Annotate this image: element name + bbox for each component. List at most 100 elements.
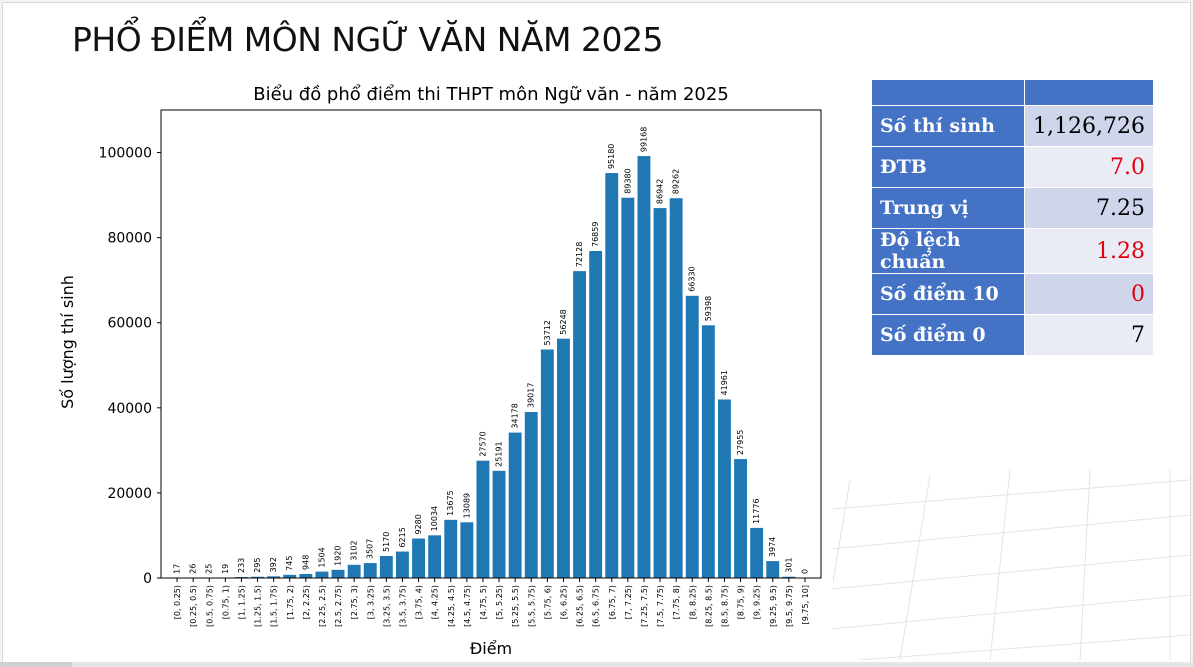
bar: [267, 576, 281, 578]
bar: [508, 432, 522, 578]
bar-value-label: 26: [189, 564, 198, 574]
bar: [363, 563, 377, 578]
bar-value-label: 392: [269, 557, 278, 572]
bar: [283, 574, 297, 578]
bar-value-label: 41961: [720, 370, 729, 395]
stats-value: 1,126,726: [1024, 105, 1154, 147]
chart-title: Biểu đồ phổ điểm thi THPT môn Ngữ văn - …: [253, 84, 729, 105]
y-axis-label: Số lượng thí sinh: [58, 275, 77, 409]
y-tick-label: 80000: [107, 231, 152, 247]
chart-svg: Biểu đồ phổ điểm thi THPT môn Ngữ văn - …: [58, 84, 822, 658]
bar-value-label: 25: [205, 564, 214, 574]
bar-value-label: 295: [253, 557, 262, 572]
bar: [331, 569, 345, 578]
x-tick-label: [3, 3.25): [366, 585, 375, 619]
bar-value-label: 11776: [752, 498, 761, 523]
bar: [782, 576, 796, 578]
bars-layer: 17 26 25 19 233 295 392 745 948 1504 1920 3102 3507 5…: [170, 127, 809, 579]
bar: [573, 271, 586, 578]
x-tick-label: [3.25, 3.5): [382, 585, 391, 627]
bar-value-label: 34178: [511, 403, 520, 428]
bar: [589, 250, 603, 579]
x-tick-label: [7.75, 8): [672, 585, 681, 619]
stats-table: Số thí sinh 1,126,726 ĐTB 7.0 Trung vị 7…: [870, 79, 1154, 356]
y-tick-label: 20000: [107, 486, 152, 502]
window-bottom-bar: [0, 662, 1193, 667]
stats-row-perfect-scores: Số điểm 10 0: [870, 273, 1154, 315]
stats-label: Số điểm 10: [870, 273, 1026, 315]
bar: [605, 173, 619, 578]
bar-value-label: 233: [237, 558, 246, 573]
axes-layer: [0, 0.25) [0.25, 0.5) [0.5, 0.75) [0.75, 1)…: [99, 109, 822, 627]
x-tick-label: [6.25, 6.5): [576, 585, 585, 627]
bar-value-label: 99168: [639, 127, 648, 152]
bar: [701, 325, 715, 578]
x-tick-label: [2.25, 2.5): [318, 585, 327, 627]
x-tick-label: [6, 6.25): [559, 585, 568, 619]
bar: [347, 564, 361, 578]
x-tick-label: [9, 9.25): [753, 585, 762, 619]
bar: [653, 208, 667, 578]
bar-value-label: 6215: [398, 527, 407, 547]
x-tick-label: [9.5, 9.75): [785, 585, 794, 627]
bar: [685, 295, 699, 578]
x-tick-label: [4.5, 4.75): [463, 585, 472, 627]
x-tick-label: [4.25, 4.5): [447, 585, 456, 627]
x-tick-label: [5.75, 6): [543, 585, 552, 619]
x-tick-label: [2.5, 2.75): [334, 585, 343, 627]
bar-value-label: 3974: [768, 537, 777, 557]
x-tick-label: [5.25, 5.5): [511, 585, 520, 627]
stats-row-zero-scores: Số điểm 0 7: [870, 314, 1154, 356]
bar: [766, 561, 780, 578]
bar: [315, 571, 329, 578]
stats-value: 1.28: [1024, 228, 1154, 274]
bar-value-label: 1504: [317, 547, 326, 567]
bar-value-label: 3102: [350, 540, 359, 560]
stats-row-std-dev: Độ lệch chuẩn 1.28: [870, 228, 1154, 274]
x-tick-label: [7.5, 7.75): [656, 585, 665, 627]
x-tick-label: [2, 2.25): [302, 585, 311, 619]
bar: [460, 522, 474, 578]
bar: [557, 338, 570, 578]
bar-value-label: 9280: [414, 514, 423, 534]
stats-label: Độ lệch chuẩn: [870, 228, 1026, 274]
bar-value-label: 301: [784, 557, 793, 572]
bar: [718, 399, 731, 578]
bar-value-label: 72128: [575, 242, 584, 267]
x-tick-label: [9.75, 10]: [801, 585, 810, 624]
bar-value-label: 10034: [430, 506, 439, 531]
bar: [750, 527, 764, 578]
plot-frame: [160, 109, 822, 579]
bar-value-label: 66330: [688, 266, 697, 291]
x-tick-label: [8, 8.25): [688, 585, 697, 619]
x-tick-label: [7.25, 7.5): [640, 585, 649, 627]
bar-value-label: 0: [800, 569, 809, 574]
bar: [251, 576, 264, 578]
x-tick-label: [4.75, 5): [479, 585, 488, 619]
bar-value-label: 76859: [591, 222, 600, 247]
bar: [476, 460, 490, 578]
x-tick-label: [0, 0.25): [173, 585, 182, 619]
bar: [669, 198, 683, 578]
bar-value-label: 95180: [607, 144, 616, 169]
stats-label: Số thí sinh: [870, 105, 1026, 147]
bar-value-label: 27955: [736, 430, 745, 455]
bar: [621, 197, 635, 578]
y-tick-label: 40000: [107, 401, 152, 417]
bar-value-label: 745: [285, 556, 294, 571]
bar-value-label: 56248: [559, 309, 568, 334]
window-bottom-tab[interactable]: [0, 662, 72, 667]
stats-label: Trung vị: [870, 187, 1026, 229]
x-tick-label: [1, 1.25): [237, 585, 246, 619]
stats-row-average: ĐTB 7.0: [870, 146, 1154, 188]
bar: [524, 412, 538, 578]
x-tick-label: [7, 7.25): [624, 585, 633, 619]
bar-value-label: 3507: [366, 539, 375, 559]
bar-value-label: 13675: [446, 490, 455, 515]
x-tick-label: [2.75, 3): [350, 585, 359, 619]
x-tick-label: [6.75, 7): [608, 585, 617, 619]
stats-header-row: [870, 79, 1154, 106]
bar-value-label: 25191: [495, 441, 504, 466]
bar: [637, 156, 651, 578]
stats-row-median: Trung vị 7.25: [870, 187, 1154, 229]
